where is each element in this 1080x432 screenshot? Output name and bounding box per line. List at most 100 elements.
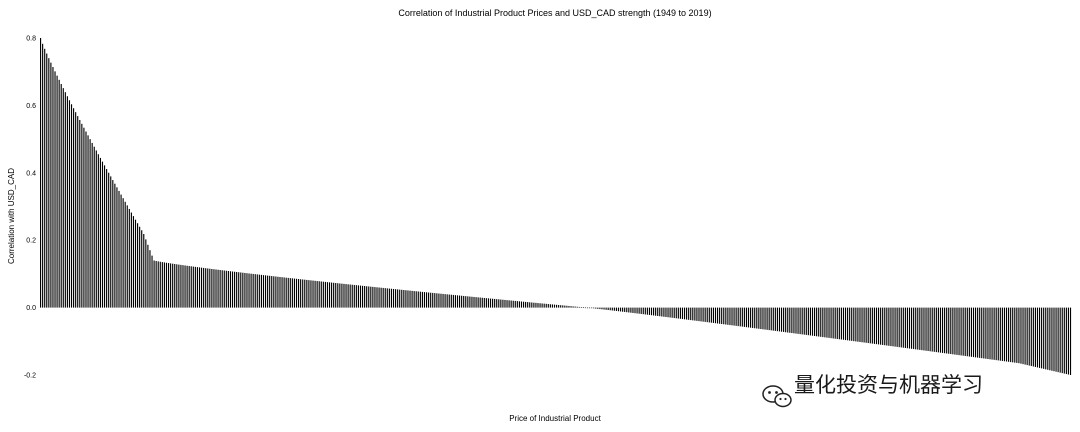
bar bbox=[556, 304, 558, 308]
bar bbox=[440, 293, 442, 308]
bar bbox=[921, 307, 923, 351]
bar bbox=[611, 307, 613, 311]
bar bbox=[737, 307, 739, 327]
bar bbox=[543, 303, 545, 308]
bar bbox=[89, 139, 91, 308]
bar bbox=[273, 276, 275, 308]
bar bbox=[1045, 307, 1047, 370]
bar bbox=[134, 219, 137, 308]
bar bbox=[941, 307, 944, 353]
bar bbox=[1053, 307, 1055, 372]
bar bbox=[1003, 307, 1006, 362]
bar bbox=[987, 307, 989, 360]
bar bbox=[708, 307, 710, 323]
bar bbox=[673, 307, 675, 319]
bar bbox=[917, 307, 919, 350]
bar bbox=[648, 307, 651, 315]
bar bbox=[1020, 307, 1022, 364]
bar bbox=[977, 307, 979, 358]
bar bbox=[1065, 307, 1067, 375]
y-axis-ticks: -0.2 0.0 0.2 0.4 0.6 0.8 bbox=[24, 36, 36, 380]
bar bbox=[568, 305, 570, 308]
bar bbox=[902, 307, 904, 348]
bar bbox=[244, 272, 246, 308]
bar bbox=[50, 62, 52, 308]
bar bbox=[264, 275, 267, 308]
bar bbox=[576, 306, 578, 308]
bar bbox=[937, 307, 939, 353]
watermark-text: 量化投资与机器学习 bbox=[794, 373, 983, 397]
bar bbox=[1038, 307, 1041, 368]
bar bbox=[999, 307, 1001, 361]
bar bbox=[114, 183, 116, 308]
bar bbox=[1028, 307, 1030, 366]
bar bbox=[818, 307, 820, 337]
bar bbox=[170, 263, 172, 308]
bar bbox=[799, 307, 801, 335]
y-tick-label: -0.2 bbox=[24, 373, 36, 380]
bar bbox=[434, 293, 436, 308]
bar bbox=[163, 262, 165, 308]
bar bbox=[217, 269, 219, 308]
bar bbox=[574, 306, 576, 308]
bar bbox=[601, 307, 603, 310]
bar bbox=[372, 286, 374, 308]
bar bbox=[908, 307, 911, 349]
bar bbox=[446, 294, 448, 308]
bar bbox=[863, 307, 865, 343]
bar bbox=[869, 307, 871, 344]
bar bbox=[124, 201, 126, 308]
bar bbox=[281, 277, 283, 308]
bar bbox=[832, 307, 834, 339]
bar bbox=[803, 307, 805, 335]
bar bbox=[178, 264, 180, 308]
bar bbox=[1049, 307, 1051, 371]
bar bbox=[75, 112, 77, 308]
bar bbox=[285, 277, 287, 308]
bar bbox=[762, 307, 764, 330]
bar bbox=[467, 296, 469, 308]
bar bbox=[81, 123, 83, 308]
bar bbox=[700, 307, 702, 322]
bar bbox=[983, 307, 985, 359]
bar bbox=[622, 307, 624, 312]
bar bbox=[564, 305, 566, 308]
bar bbox=[236, 271, 238, 308]
bar bbox=[161, 262, 163, 308]
bar bbox=[510, 300, 512, 308]
bar bbox=[58, 79, 60, 308]
bar bbox=[642, 307, 644, 315]
bar bbox=[638, 307, 640, 314]
bar bbox=[805, 307, 807, 335]
bar bbox=[847, 307, 849, 341]
bar bbox=[48, 58, 50, 308]
bar bbox=[221, 270, 223, 308]
bar bbox=[696, 307, 698, 321]
bar bbox=[254, 274, 256, 308]
bar bbox=[675, 307, 677, 319]
bar bbox=[108, 172, 110, 308]
bar bbox=[485, 298, 487, 308]
bar bbox=[624, 307, 626, 312]
bar bbox=[306, 279, 308, 308]
y-tick-label: 0.0 bbox=[26, 305, 36, 312]
bar bbox=[754, 307, 756, 329]
bar bbox=[165, 262, 168, 308]
bar bbox=[913, 307, 915, 350]
bar bbox=[886, 307, 888, 346]
bar bbox=[626, 307, 628, 313]
bar bbox=[364, 286, 366, 308]
bar bbox=[291, 278, 293, 308]
bar bbox=[428, 292, 430, 308]
bar bbox=[151, 255, 153, 308]
bar bbox=[359, 285, 362, 308]
bar bbox=[357, 285, 359, 308]
bar bbox=[137, 223, 139, 308]
bar bbox=[681, 307, 684, 320]
bar bbox=[529, 302, 531, 308]
bar bbox=[405, 290, 407, 308]
bar bbox=[438, 293, 440, 308]
bar bbox=[683, 307, 686, 320]
bar bbox=[487, 298, 490, 308]
bar bbox=[766, 307, 768, 330]
